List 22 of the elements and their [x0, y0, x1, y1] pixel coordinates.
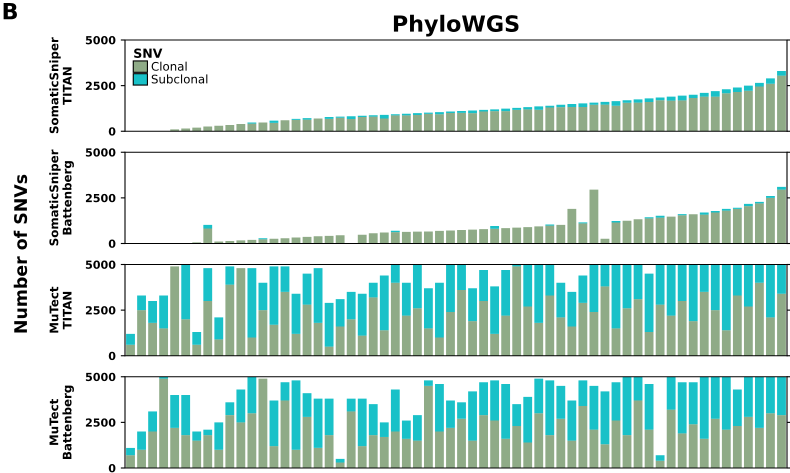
y-tick-label: 2500	[86, 194, 116, 202]
y-tick-label: 0	[108, 464, 116, 472]
legend-label: Clonal	[152, 62, 187, 71]
chart-title: PhyloWGS	[394, 14, 518, 36]
legend-label: Subclonal	[152, 74, 208, 84]
text: B	[4, 3, 17, 20]
y-tick-label: 2500	[86, 306, 116, 315]
text: Number of SNVs	[14, 174, 28, 332]
y-tick-label: 0	[108, 127, 116, 136]
y-tick-label: 5000	[86, 260, 116, 269]
y-tick-label: 0	[108, 239, 116, 248]
y-tick-label: 0	[108, 352, 116, 360]
y-tick-label: 2500	[86, 418, 116, 427]
y-axis-title: SomaticSniper Battenberg	[49, 150, 74, 246]
legend-title: SNV	[134, 48, 162, 58]
y-axis-title: MuTect Battenberg	[50, 386, 74, 459]
y-axis-title: SomaticSniper TITAN	[49, 37, 72, 134]
y-tick-label: 5000	[86, 36, 116, 44]
y-tick-label: 5000	[86, 148, 116, 157]
y-tick-label: 2500	[86, 82, 116, 90]
y-tick-label: 5000	[86, 372, 116, 382]
y-axis-title: MuTect TITAN	[50, 286, 72, 333]
